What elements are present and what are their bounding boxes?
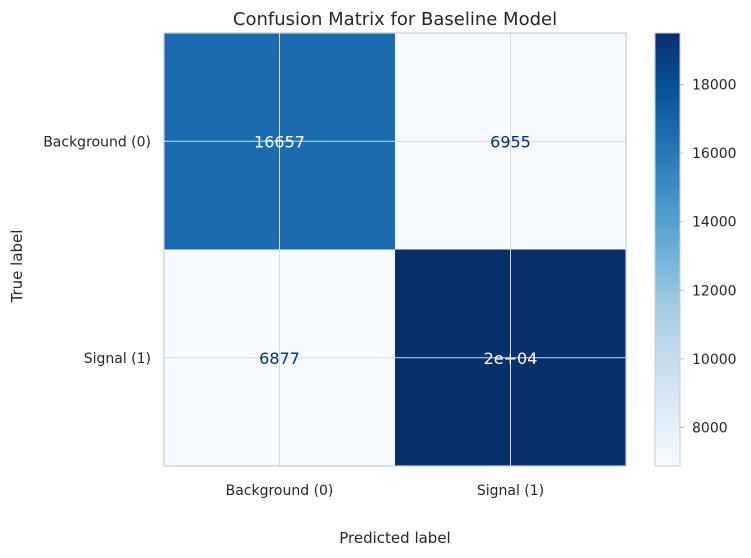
x-axis-label: Predicted label — [339, 529, 450, 547]
colorbar-tick-label: 14000 — [692, 215, 737, 231]
cell-value-label: 16657 — [254, 132, 305, 151]
x-tick-label: Signal (1) — [477, 483, 544, 499]
x-axis-ticks: Background (0) Signal (1) — [226, 483, 545, 499]
colorbar-tick-label: 12000 — [692, 283, 737, 299]
y-axis-label: True label — [8, 230, 26, 304]
y-tick-label: Signal (1) — [84, 351, 151, 367]
cell-value-label: 6877 — [259, 349, 300, 368]
colorbar-tick-label: 8000 — [692, 420, 728, 436]
chart-title: Confusion Matrix for Baseline Model — [233, 9, 557, 30]
cell-value-label: 2e+04 — [484, 349, 538, 368]
cell-value-label: 6955 — [490, 132, 531, 151]
y-axis-ticks: Background (0) Signal (1) — [43, 134, 151, 367]
colorbar: 8000 10000 12000 14000 16000 18000 — [654, 32, 737, 467]
colorbar-tick-label: 10000 — [692, 352, 737, 368]
y-tick-label: Background (0) — [43, 134, 151, 150]
plot-frame — [163, 32, 627, 467]
colorbar-tick-label: 18000 — [692, 77, 737, 93]
colorbar-tick-label: 16000 — [692, 146, 737, 162]
colorbar-gradient — [654, 32, 681, 467]
x-tick-label: Background (0) — [226, 483, 334, 499]
colorbar-ticks: 8000 10000 12000 14000 16000 18000 — [680, 77, 737, 436]
gridlines — [164, 33, 626, 466]
matrix-cells — [164, 33, 626, 466]
cell-value-labels: 16657 6955 6877 2e+04 — [254, 132, 537, 368]
